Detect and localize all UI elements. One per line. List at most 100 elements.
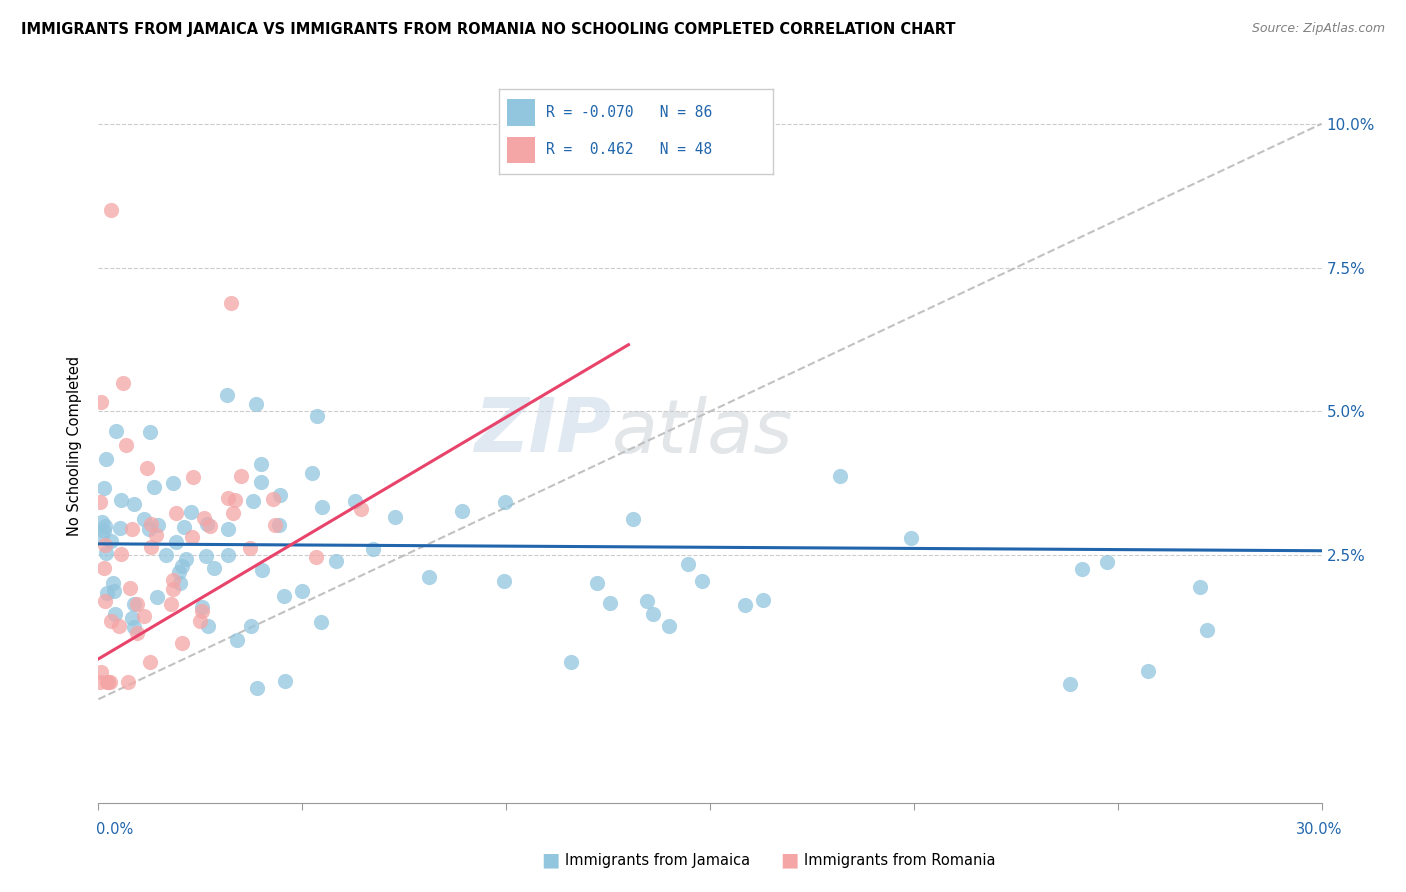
Point — [900, 531, 922, 545]
Point — [636, 594, 658, 608]
Point — [94, 546, 117, 560]
Point — [273, 673, 295, 688]
Point — [134, 608, 156, 623]
Point — [104, 607, 127, 621]
Point — [229, 468, 252, 483]
Text: 0.0%: 0.0% — [96, 822, 132, 837]
Y-axis label: No Schooling Completed: No Schooling Completed — [67, 356, 83, 536]
Point — [250, 475, 273, 490]
Point — [262, 491, 284, 506]
Bar — [508, 99, 534, 126]
Point — [93, 561, 115, 575]
Point — [93, 481, 115, 495]
Point — [127, 626, 149, 640]
Point — [162, 476, 184, 491]
Point — [124, 497, 146, 511]
Point — [245, 396, 267, 410]
Point — [169, 576, 191, 591]
Point — [142, 481, 165, 495]
Point — [155, 548, 177, 562]
Point — [139, 425, 162, 439]
Point — [291, 584, 314, 599]
Point — [676, 557, 699, 571]
Point — [122, 597, 145, 611]
Point — [90, 395, 112, 409]
Point — [141, 540, 163, 554]
Point — [361, 542, 384, 557]
Point — [107, 618, 129, 632]
Point — [139, 655, 162, 669]
Point — [311, 615, 333, 629]
Point — [1136, 664, 1159, 678]
Point — [98, 675, 121, 690]
Point — [217, 491, 239, 505]
Point — [451, 504, 474, 518]
Point — [734, 598, 756, 612]
Point — [658, 619, 681, 633]
Point — [1059, 677, 1081, 691]
Point — [110, 493, 132, 508]
Point — [269, 488, 291, 502]
Point — [273, 589, 295, 603]
Point — [165, 535, 187, 549]
Point — [96, 586, 118, 600]
Point — [242, 494, 264, 508]
Point — [325, 554, 347, 568]
Point — [197, 619, 219, 633]
Point — [135, 461, 157, 475]
Point — [305, 550, 328, 565]
Point — [91, 515, 114, 529]
Text: ■: ■ — [780, 850, 799, 869]
Point — [202, 561, 225, 575]
Point — [111, 376, 134, 390]
Point — [226, 633, 249, 648]
Point — [494, 494, 516, 508]
Point — [121, 523, 143, 537]
Point — [105, 424, 128, 438]
Point — [195, 516, 218, 531]
Point — [167, 565, 190, 579]
Point — [138, 522, 160, 536]
Point — [585, 575, 607, 590]
Point — [89, 494, 111, 508]
Point — [599, 596, 621, 610]
Point — [250, 563, 273, 577]
Point — [239, 541, 262, 555]
Point — [1071, 562, 1094, 576]
Point — [217, 548, 239, 562]
Point — [93, 518, 115, 533]
Point — [94, 594, 117, 608]
Point — [224, 493, 246, 508]
Point — [122, 620, 145, 634]
Point — [162, 582, 184, 596]
Text: Immigrants from Jamaica: Immigrants from Jamaica — [565, 854, 751, 868]
Point — [90, 665, 112, 679]
Point — [240, 619, 263, 633]
Point — [173, 519, 195, 533]
Point — [145, 528, 167, 542]
Point — [148, 518, 170, 533]
Point — [193, 511, 215, 525]
Point — [623, 512, 645, 526]
Text: Source: ZipAtlas.com: Source: ZipAtlas.com — [1251, 22, 1385, 36]
Text: atlas: atlas — [612, 396, 793, 467]
Point — [343, 493, 366, 508]
Point — [120, 581, 142, 595]
Text: 30.0%: 30.0% — [1296, 822, 1343, 837]
Point — [89, 675, 111, 690]
Text: R = -0.070   N = 86: R = -0.070 N = 86 — [546, 105, 711, 120]
Point — [103, 584, 125, 599]
Point — [1095, 555, 1118, 569]
Point — [165, 506, 187, 520]
Point — [250, 457, 273, 471]
Point — [384, 510, 406, 524]
Point — [267, 518, 290, 533]
Point — [222, 506, 245, 520]
Point — [101, 576, 124, 591]
Point — [108, 521, 131, 535]
Point — [117, 675, 139, 690]
Point — [246, 681, 269, 695]
Point — [195, 549, 218, 563]
Point — [350, 502, 373, 516]
Text: Immigrants from Romania: Immigrants from Romania — [804, 854, 995, 868]
